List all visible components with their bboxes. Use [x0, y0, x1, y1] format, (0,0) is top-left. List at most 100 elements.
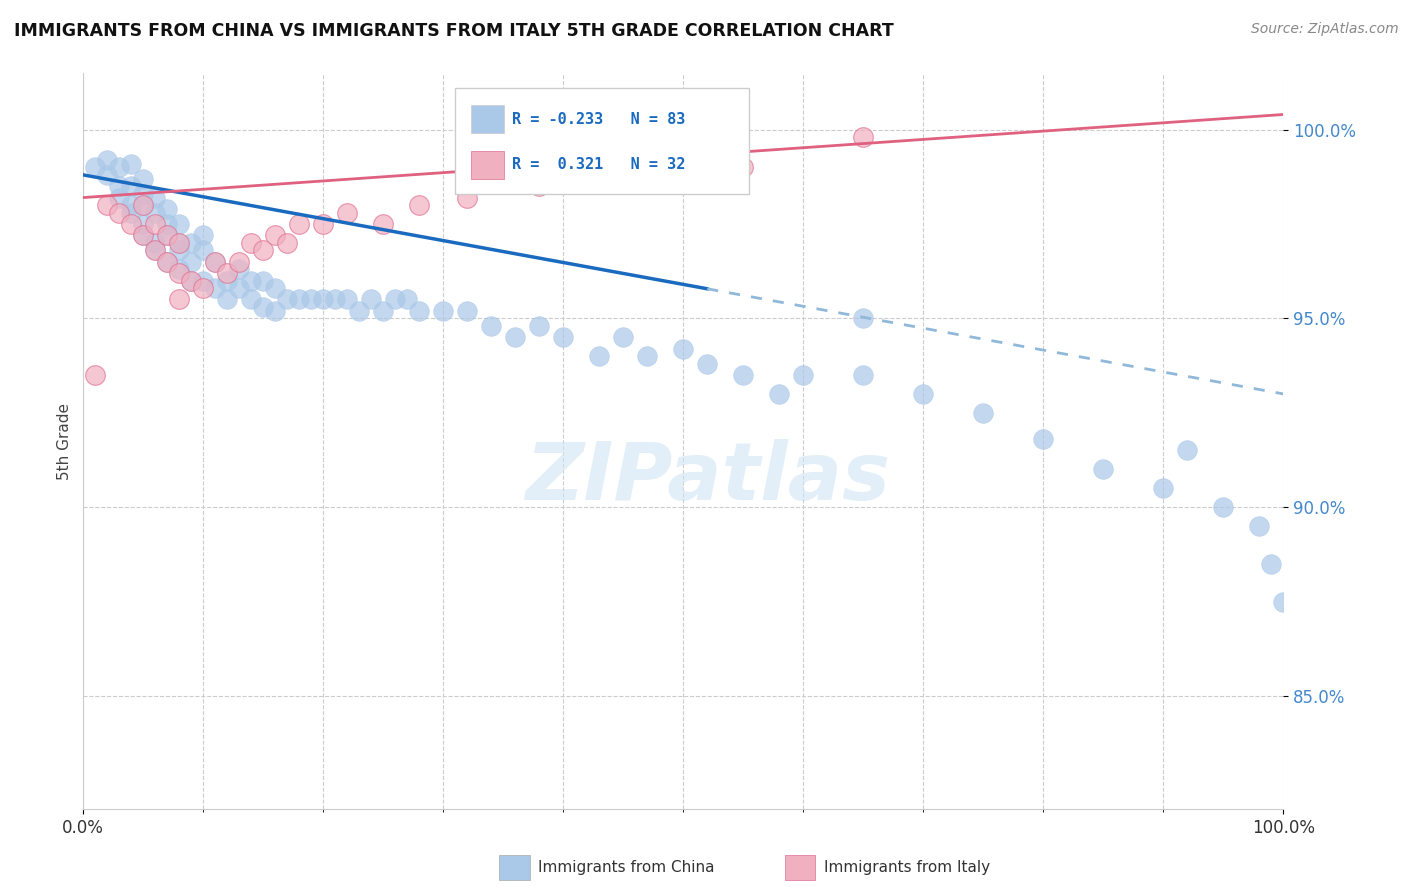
- Point: [169, 235, 191, 250]
- Point: [252, 274, 274, 288]
- Text: R = -0.233   N = 83: R = -0.233 N = 83: [512, 112, 685, 127]
- Point: [120, 198, 142, 212]
- Point: [169, 244, 191, 258]
- Point: [204, 254, 226, 268]
- Point: [143, 217, 166, 231]
- Point: [143, 205, 166, 219]
- Point: [84, 368, 107, 382]
- Point: [240, 235, 263, 250]
- Point: [228, 281, 250, 295]
- Point: [84, 161, 107, 175]
- Point: [264, 303, 287, 318]
- Point: [288, 293, 311, 307]
- Point: [240, 293, 263, 307]
- Point: [636, 349, 658, 363]
- Point: [120, 217, 142, 231]
- Point: [672, 342, 695, 356]
- Point: [396, 293, 419, 307]
- Point: [252, 244, 274, 258]
- Point: [156, 254, 179, 268]
- Point: [276, 235, 298, 250]
- FancyBboxPatch shape: [471, 105, 505, 133]
- Point: [1092, 462, 1115, 476]
- Point: [96, 153, 118, 167]
- Point: [553, 330, 575, 344]
- Point: [217, 293, 239, 307]
- FancyBboxPatch shape: [456, 87, 749, 194]
- Point: [193, 244, 215, 258]
- Point: [169, 217, 191, 231]
- Point: [156, 228, 179, 243]
- Point: [143, 244, 166, 258]
- Point: [1272, 594, 1295, 608]
- Point: [503, 330, 526, 344]
- Point: [204, 281, 226, 295]
- Point: [456, 190, 478, 204]
- Point: [432, 303, 454, 318]
- Point: [108, 205, 131, 219]
- Point: [252, 300, 274, 314]
- Point: [588, 349, 610, 363]
- Point: [120, 156, 142, 170]
- Point: [264, 281, 287, 295]
- Point: [156, 217, 179, 231]
- Point: [180, 254, 202, 268]
- Point: [240, 274, 263, 288]
- Point: [1175, 443, 1198, 458]
- Point: [912, 387, 935, 401]
- Point: [612, 330, 634, 344]
- Point: [108, 161, 131, 175]
- Point: [156, 254, 179, 268]
- Point: [180, 274, 202, 288]
- Point: [408, 303, 430, 318]
- Point: [299, 293, 322, 307]
- Point: [852, 311, 875, 326]
- Point: [193, 281, 215, 295]
- Point: [529, 179, 551, 194]
- Point: [852, 130, 875, 145]
- Point: [349, 303, 371, 318]
- Point: [132, 198, 155, 212]
- Point: [143, 244, 166, 258]
- Y-axis label: 5th Grade: 5th Grade: [58, 402, 72, 480]
- Point: [169, 266, 191, 280]
- Point: [228, 262, 250, 277]
- Point: [1249, 519, 1271, 533]
- Text: Immigrants from Italy: Immigrants from Italy: [824, 860, 990, 874]
- Point: [169, 235, 191, 250]
- Point: [180, 274, 202, 288]
- Point: [156, 228, 179, 243]
- Point: [792, 368, 814, 382]
- Point: [193, 228, 215, 243]
- Point: [648, 168, 671, 182]
- Point: [169, 293, 191, 307]
- Point: [360, 293, 382, 307]
- Point: [132, 228, 155, 243]
- Point: [276, 293, 298, 307]
- Point: [156, 202, 179, 216]
- Point: [696, 357, 718, 371]
- Point: [132, 228, 155, 243]
- Point: [408, 198, 430, 212]
- Point: [336, 293, 359, 307]
- Text: IMMIGRANTS FROM CHINA VS IMMIGRANTS FROM ITALY 5TH GRADE CORRELATION CHART: IMMIGRANTS FROM CHINA VS IMMIGRANTS FROM…: [14, 22, 894, 40]
- Text: Immigrants from China: Immigrants from China: [538, 860, 716, 874]
- Point: [143, 235, 166, 250]
- Point: [1032, 432, 1054, 446]
- Point: [96, 198, 118, 212]
- Point: [456, 303, 478, 318]
- Point: [228, 254, 250, 268]
- Point: [108, 190, 131, 204]
- Text: R =  0.321   N = 32: R = 0.321 N = 32: [512, 158, 685, 172]
- Point: [132, 186, 155, 201]
- Point: [1152, 481, 1174, 495]
- Point: [312, 217, 335, 231]
- Point: [336, 205, 359, 219]
- Point: [733, 161, 755, 175]
- Point: [143, 190, 166, 204]
- Point: [384, 293, 406, 307]
- Point: [1260, 557, 1282, 571]
- FancyBboxPatch shape: [471, 151, 505, 179]
- Point: [96, 168, 118, 182]
- Point: [264, 228, 287, 243]
